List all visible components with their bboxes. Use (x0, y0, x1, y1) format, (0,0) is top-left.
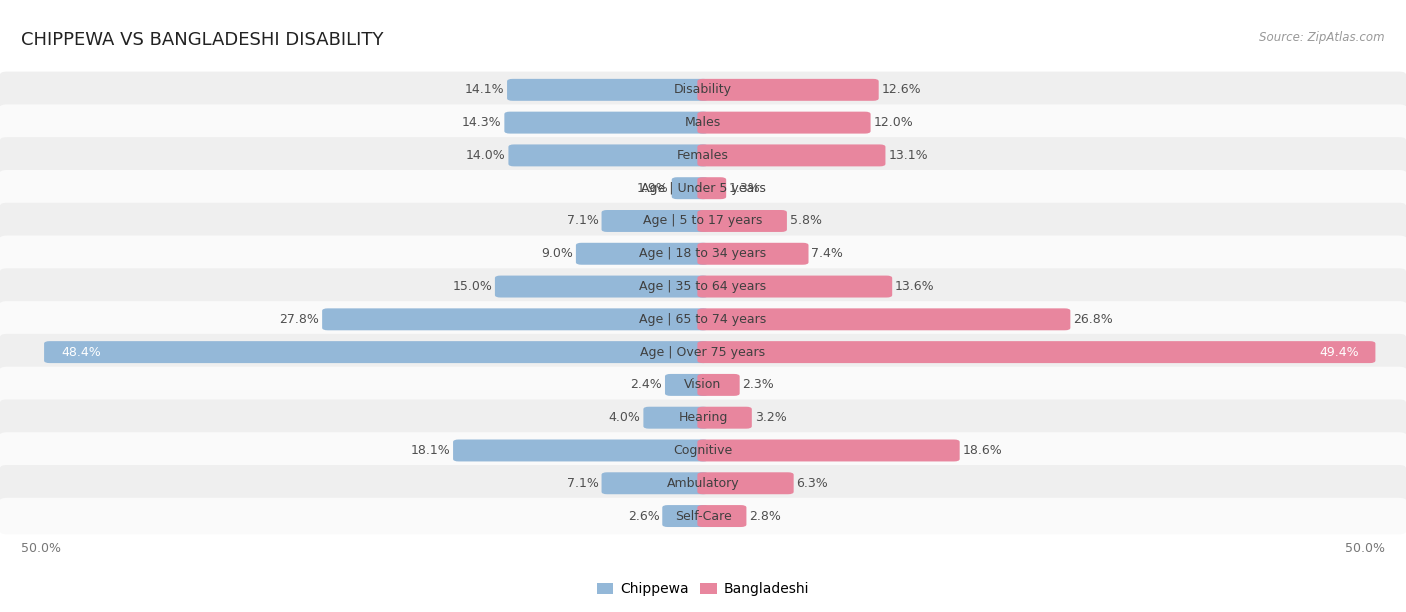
Text: Cognitive: Cognitive (673, 444, 733, 457)
Text: 26.8%: 26.8% (1073, 313, 1114, 326)
Text: Disability: Disability (673, 83, 733, 96)
Text: 2.6%: 2.6% (627, 510, 659, 523)
FancyBboxPatch shape (602, 472, 709, 494)
FancyBboxPatch shape (672, 177, 709, 199)
FancyBboxPatch shape (697, 243, 808, 265)
Text: 12.0%: 12.0% (873, 116, 912, 129)
FancyBboxPatch shape (665, 374, 709, 396)
FancyBboxPatch shape (0, 72, 1406, 108)
Text: 7.1%: 7.1% (567, 214, 599, 228)
Text: 5.8%: 5.8% (790, 214, 821, 228)
FancyBboxPatch shape (697, 177, 725, 199)
Text: 27.8%: 27.8% (280, 313, 319, 326)
Text: Females: Females (678, 149, 728, 162)
FancyBboxPatch shape (697, 439, 960, 461)
Text: Hearing: Hearing (678, 411, 728, 424)
FancyBboxPatch shape (697, 275, 893, 297)
FancyBboxPatch shape (0, 334, 1406, 370)
Text: CHIPPEWA VS BANGLADESHI DISABILITY: CHIPPEWA VS BANGLADESHI DISABILITY (21, 31, 384, 48)
Text: Vision: Vision (685, 378, 721, 392)
Text: 18.1%: 18.1% (411, 444, 450, 457)
FancyBboxPatch shape (0, 236, 1406, 272)
Text: 1.3%: 1.3% (728, 182, 761, 195)
FancyBboxPatch shape (697, 308, 1070, 330)
Text: 50.0%: 50.0% (21, 542, 60, 554)
FancyBboxPatch shape (697, 210, 787, 232)
FancyBboxPatch shape (576, 243, 709, 265)
FancyBboxPatch shape (0, 400, 1406, 436)
FancyBboxPatch shape (322, 308, 709, 330)
FancyBboxPatch shape (509, 144, 709, 166)
Text: 2.3%: 2.3% (742, 378, 775, 392)
FancyBboxPatch shape (0, 301, 1406, 338)
Text: Ambulatory: Ambulatory (666, 477, 740, 490)
FancyBboxPatch shape (0, 170, 1406, 206)
FancyBboxPatch shape (697, 341, 1375, 363)
FancyBboxPatch shape (697, 111, 870, 133)
Text: 6.3%: 6.3% (796, 477, 828, 490)
Text: Age | 35 to 64 years: Age | 35 to 64 years (640, 280, 766, 293)
FancyBboxPatch shape (0, 105, 1406, 141)
FancyBboxPatch shape (495, 275, 709, 297)
FancyBboxPatch shape (508, 79, 709, 101)
Text: Self-Care: Self-Care (675, 510, 731, 523)
FancyBboxPatch shape (697, 407, 752, 428)
Text: 7.4%: 7.4% (811, 247, 844, 260)
Text: 4.0%: 4.0% (609, 411, 641, 424)
Text: Age | 65 to 74 years: Age | 65 to 74 years (640, 313, 766, 326)
FancyBboxPatch shape (44, 341, 709, 363)
Text: Source: ZipAtlas.com: Source: ZipAtlas.com (1260, 31, 1385, 43)
FancyBboxPatch shape (644, 407, 709, 428)
Text: Males: Males (685, 116, 721, 129)
Text: 9.0%: 9.0% (541, 247, 574, 260)
FancyBboxPatch shape (0, 498, 1406, 534)
Text: 14.3%: 14.3% (463, 116, 502, 129)
Text: 18.6%: 18.6% (963, 444, 1002, 457)
Text: Age | Over 75 years: Age | Over 75 years (641, 346, 765, 359)
FancyBboxPatch shape (0, 203, 1406, 239)
Text: 3.2%: 3.2% (755, 411, 786, 424)
Text: 13.1%: 13.1% (889, 149, 928, 162)
Text: Age | Under 5 years: Age | Under 5 years (641, 182, 765, 195)
FancyBboxPatch shape (0, 465, 1406, 501)
Text: 48.4%: 48.4% (60, 346, 101, 359)
FancyBboxPatch shape (697, 79, 879, 101)
Text: 2.8%: 2.8% (749, 510, 782, 523)
FancyBboxPatch shape (505, 111, 709, 133)
FancyBboxPatch shape (602, 210, 709, 232)
FancyBboxPatch shape (0, 268, 1406, 305)
FancyBboxPatch shape (697, 374, 740, 396)
FancyBboxPatch shape (0, 432, 1406, 469)
FancyBboxPatch shape (662, 505, 709, 527)
Text: 14.1%: 14.1% (464, 83, 505, 96)
Text: 12.6%: 12.6% (882, 83, 921, 96)
Text: 1.9%: 1.9% (637, 182, 669, 195)
Text: 15.0%: 15.0% (453, 280, 492, 293)
Text: 14.0%: 14.0% (465, 149, 506, 162)
Text: 13.6%: 13.6% (896, 280, 935, 293)
Text: 7.1%: 7.1% (567, 477, 599, 490)
Text: 2.4%: 2.4% (630, 378, 662, 392)
FancyBboxPatch shape (697, 144, 886, 166)
Legend: Chippewa, Bangladeshi: Chippewa, Bangladeshi (591, 577, 815, 602)
FancyBboxPatch shape (0, 367, 1406, 403)
FancyBboxPatch shape (697, 505, 747, 527)
Text: 49.4%: 49.4% (1319, 346, 1358, 359)
FancyBboxPatch shape (0, 137, 1406, 174)
FancyBboxPatch shape (697, 472, 793, 494)
Text: Age | 5 to 17 years: Age | 5 to 17 years (644, 214, 762, 228)
Text: 50.0%: 50.0% (1346, 542, 1385, 554)
FancyBboxPatch shape (453, 439, 709, 461)
Text: Age | 18 to 34 years: Age | 18 to 34 years (640, 247, 766, 260)
